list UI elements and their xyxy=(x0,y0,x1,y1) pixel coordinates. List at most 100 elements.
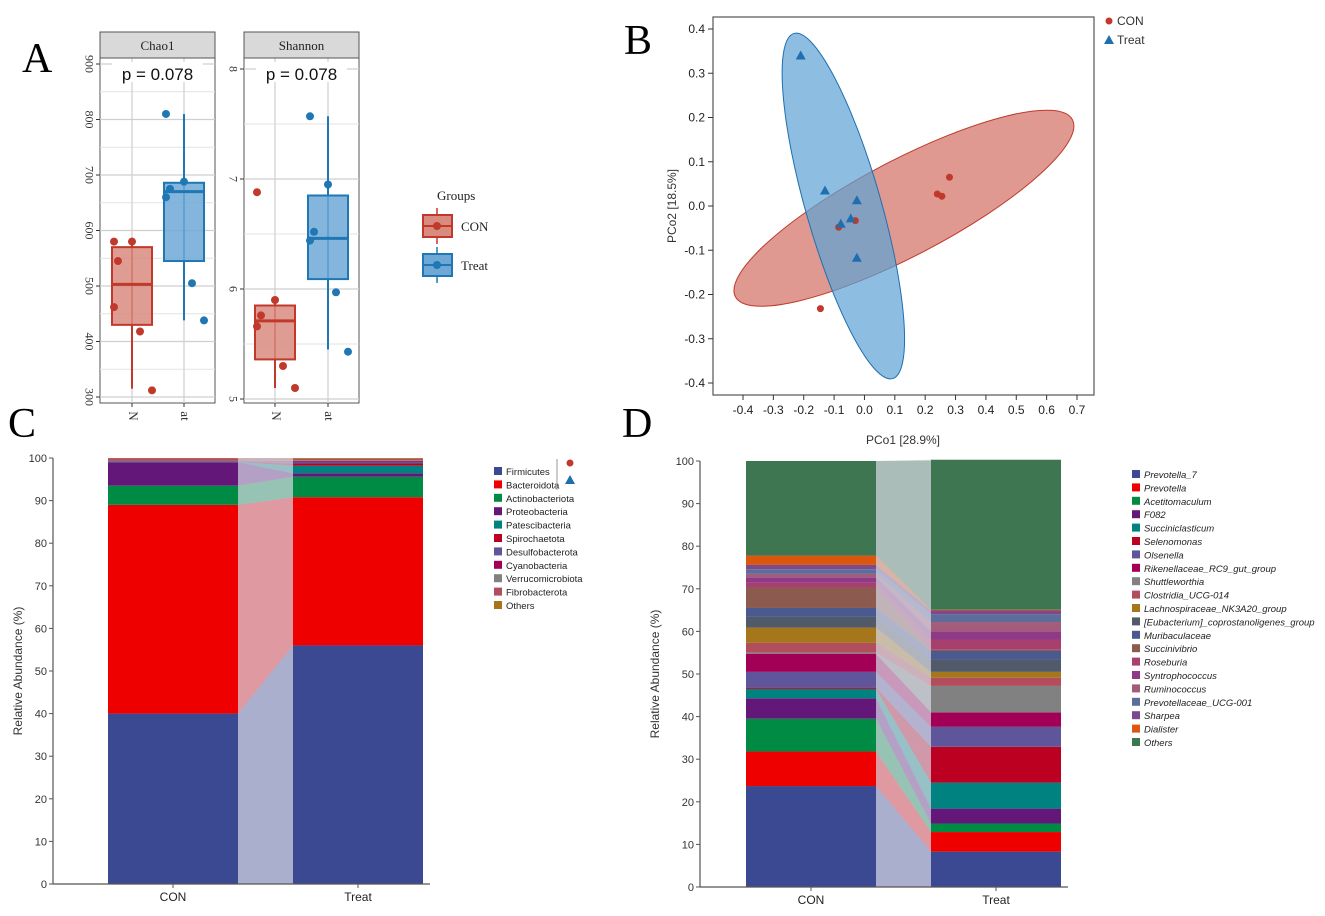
legend-swatch xyxy=(1132,711,1140,720)
y-tick-label: 0.3 xyxy=(688,66,705,80)
legend-label: Roseburia xyxy=(1144,658,1187,669)
bar-segment-con xyxy=(746,627,876,643)
flow-band xyxy=(238,476,293,505)
legend-label: [Eubacterium]_coprostanoligenes_group xyxy=(1143,617,1315,628)
panel-letter-c: C xyxy=(8,401,36,447)
bar-segment-treat xyxy=(931,782,1061,809)
data-point xyxy=(162,109,170,118)
bar-segment-treat xyxy=(931,659,1061,672)
box-treat xyxy=(306,112,352,356)
legend-groups: Groups CON Treat xyxy=(422,188,489,283)
flow-band xyxy=(238,460,293,461)
flow-band xyxy=(876,687,931,783)
y-axis-label: Relative Abundance (%) xyxy=(11,607,25,736)
bar-segment-treat xyxy=(931,712,1061,727)
legend-swatch xyxy=(494,534,502,542)
y-tick-label: 60 xyxy=(682,626,694,638)
legend-label: Proteobacteria xyxy=(506,507,569,518)
bar-segment-treat xyxy=(931,609,1061,611)
flow-band xyxy=(238,462,293,486)
legend-item: Firmicutes xyxy=(494,467,550,478)
legend-swatch xyxy=(1132,657,1140,666)
legend-swatch xyxy=(1132,644,1140,653)
bar-segment-con xyxy=(746,688,876,699)
bar-segment-treat xyxy=(293,473,423,477)
x-tick-label: CON xyxy=(160,890,187,904)
legend-item: Dialister xyxy=(1132,724,1179,736)
bar-segment-con xyxy=(746,569,876,574)
flow-background xyxy=(238,458,293,884)
confidence-ellipse-treat xyxy=(781,32,906,380)
x-tick-label: -0.2 xyxy=(793,403,814,417)
legend-swatch xyxy=(1132,483,1140,492)
bar-segment-treat xyxy=(293,476,423,498)
legend-point xyxy=(433,222,441,230)
data-point-con xyxy=(945,173,953,181)
box xyxy=(163,181,205,263)
box-con xyxy=(110,237,156,395)
bar-segment-treat xyxy=(931,650,1061,660)
data-point xyxy=(306,112,314,121)
legend-item: Acetitomaculum xyxy=(1132,496,1212,508)
confidence-ellipse-con xyxy=(733,109,1075,307)
y-tick-label: 20 xyxy=(682,797,694,809)
panel-d-genus-abundance: 0 10 20 30 40 50 60 70 80 90 100 CON Treat Relative A… xyxy=(648,456,1315,907)
data-point xyxy=(110,237,118,246)
data-point xyxy=(253,322,261,331)
y-tick-label: 800 xyxy=(82,111,96,129)
bar-segment-con xyxy=(746,607,876,617)
legend-label: Rikenellaceae_RC9_gut_group xyxy=(1144,564,1276,575)
flow-band xyxy=(876,616,931,672)
legend-label: Bacteroidota xyxy=(506,480,560,491)
legend-swatch xyxy=(1132,671,1140,679)
bar-segment-treat xyxy=(931,823,1061,833)
bar-segment-treat xyxy=(293,458,423,459)
x-tick-label: N xyxy=(269,411,284,421)
data-point xyxy=(128,237,136,246)
legend-item: Sharpea xyxy=(1132,711,1180,722)
y-tick-label: 6 xyxy=(226,286,240,292)
flow-band xyxy=(876,698,931,824)
legend-item: Prevotellaceae_UCG-001 xyxy=(1132,697,1252,709)
y-tick-label: 0 xyxy=(41,879,47,891)
data-point-treat xyxy=(845,213,856,223)
x-tick-label: -0.1 xyxy=(824,403,845,417)
bar-segment-treat xyxy=(293,458,423,461)
legend-label: Syntrophococcus xyxy=(1144,671,1217,682)
legend-triangle-icon xyxy=(1104,35,1114,44)
legend-item: Selenomonas xyxy=(1132,537,1202,548)
y-tick-label: 5 xyxy=(226,396,240,402)
y-tick-label: -0.1 xyxy=(684,243,705,257)
legend-label: Desulfobacterota xyxy=(506,547,579,558)
flow-band xyxy=(238,460,293,464)
flow-band xyxy=(876,653,931,727)
x-tick-label: 0.0 xyxy=(856,403,873,417)
facet-chao1: 300 400 500 600 700 800 900 N at Chao1 p = 0.078 xyxy=(82,31,216,421)
legend-swatch xyxy=(1132,604,1140,612)
y-tick-label: 0.1 xyxy=(688,155,705,169)
y-tick-label: 30 xyxy=(682,754,694,766)
x-tick-label: Treat xyxy=(982,893,1010,907)
pvalue-label: p = 0.078 xyxy=(266,65,337,84)
legend-triangle-icon xyxy=(565,475,575,484)
bar-segment-con xyxy=(746,751,876,787)
legend-item: Fibrobacterota xyxy=(494,587,568,599)
data-point xyxy=(114,257,122,266)
box-treat xyxy=(162,109,208,325)
y-tick-label: 100 xyxy=(29,453,47,465)
bar-segment-con xyxy=(108,485,238,505)
bar-segment-treat xyxy=(931,685,1061,713)
legend-item: Ruminococcus xyxy=(1132,684,1207,695)
legend-swatch xyxy=(1132,577,1140,586)
bar-segment-treat xyxy=(293,461,423,464)
bar-segment-con xyxy=(746,698,876,719)
bar-segment-con xyxy=(746,616,876,628)
bar-segment-treat xyxy=(931,851,1061,887)
legend-item: Bacteroidota xyxy=(494,480,560,491)
bar-segment-treat xyxy=(931,671,1061,678)
legend-item: Patescibacteria xyxy=(494,520,572,532)
bar-segment-treat xyxy=(293,465,423,474)
pvalue-background xyxy=(256,62,347,82)
data-point-treat xyxy=(835,218,846,228)
